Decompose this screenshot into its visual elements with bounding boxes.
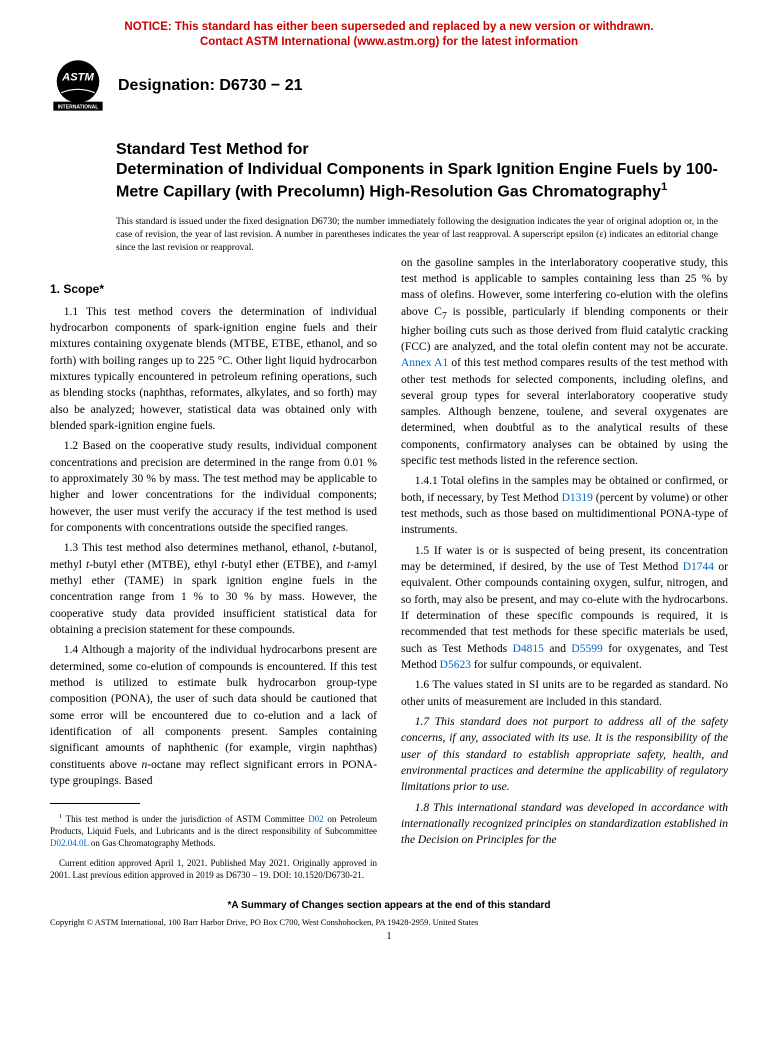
- link-d02040l[interactable]: D02.04.0L: [50, 838, 89, 848]
- page-container: NOTICE: This standard has either been su…: [0, 0, 778, 972]
- para-1-6: 1.6 The values stated in SI units are to…: [401, 677, 728, 710]
- header-row: ASTM INTERNATIONAL Designation: D6730 − …: [50, 58, 728, 114]
- notice-banner: NOTICE: This standard has either been su…: [50, 20, 728, 50]
- logo-text: INTERNATIONAL: [58, 104, 99, 110]
- para-1-7: 1.7 This standard does not purport to ad…: [401, 714, 728, 796]
- notice-line2: Contact ASTM International (www.astm.org…: [200, 36, 578, 48]
- link-d5623[interactable]: D5623: [440, 659, 471, 671]
- p15a: 1.5 If water is or is suspected of being…: [401, 545, 728, 573]
- p15b: or equivalent. Other compounds containin…: [401, 561, 728, 655]
- p15c: and: [544, 643, 572, 655]
- p13a: 1.3 This test method also determines met…: [64, 542, 333, 554]
- title-intro: Standard Test Method for: [116, 140, 718, 160]
- scope-heading: 1. Scope*: [50, 281, 377, 298]
- para-1-8: 1.8 This international standard was deve…: [401, 800, 728, 849]
- para-1-4-part1: 1.4 Although a majority of the individua…: [50, 642, 377, 789]
- p14cb: is possible, particularly if blending co…: [401, 306, 728, 353]
- page-number: 1: [50, 931, 728, 942]
- p13c: -butyl ether (MTBE), ethyl: [89, 559, 221, 571]
- link-annex-a1[interactable]: Annex A1: [401, 357, 448, 369]
- footnote-1: 1 This test method is under the jurisdic…: [50, 813, 377, 849]
- para-1-3: 1.3 This test method also determines met…: [50, 540, 377, 638]
- notice-line1: NOTICE: This standard has either been su…: [124, 21, 653, 33]
- link-d1744[interactable]: D1744: [683, 561, 714, 573]
- fn1c: on Gas Chromatography Methods.: [89, 838, 216, 848]
- para-1-2: 1.2 Based on the cooperative study resul…: [50, 438, 377, 536]
- astm-logo-icon: ASTM INTERNATIONAL: [50, 58, 106, 114]
- issuance-note: This standard is issued under the fixed …: [116, 216, 718, 254]
- link-d4815[interactable]: D4815: [513, 643, 544, 655]
- p14a: 1.4 Although a majority of the individua…: [50, 644, 377, 770]
- footnote-rule: [50, 803, 140, 804]
- para-1-5: 1.5 If water is or is suspected of being…: [401, 543, 728, 674]
- copyright-line: Copyright © ASTM International, 100 Barr…: [50, 917, 728, 927]
- svg-text:ASTM: ASTM: [61, 71, 94, 83]
- link-d02[interactable]: D02: [308, 814, 324, 824]
- title-main-text: Determination of Individual Components i…: [116, 161, 718, 200]
- summary-changes-note: *A Summary of Changes section appears at…: [50, 900, 728, 911]
- p13d: -butyl ether (ETBE), and: [224, 559, 346, 571]
- p14cc: of this test method compares results of …: [401, 357, 728, 467]
- title-main: Determination of Individual Components i…: [116, 160, 718, 202]
- body-columns: 1. Scope* 1.1 This test method covers th…: [50, 255, 728, 882]
- fn1a: This test method is under the jurisdicti…: [62, 814, 308, 824]
- footnote-block: 1 This test method is under the jurisdic…: [50, 803, 377, 881]
- footnote-2: Current edition approved April 1, 2021. …: [50, 858, 377, 881]
- para-1-4-1: 1.4.1 Total olefins in the samples may b…: [401, 473, 728, 538]
- p15e: for sulfur compounds, or equivalent.: [471, 659, 642, 671]
- link-d1319[interactable]: D1319: [562, 492, 593, 504]
- designation-text: Designation: D6730 − 21: [118, 77, 303, 95]
- para-1-4-part2: on the gasoline samples in the interlabo…: [401, 255, 728, 470]
- title-footnote-ref: 1: [661, 181, 667, 193]
- link-d5599[interactable]: D5599: [571, 643, 602, 655]
- para-1-1: 1.1 This test method covers the determin…: [50, 304, 377, 435]
- title-block: Standard Test Method for Determination o…: [116, 140, 718, 202]
